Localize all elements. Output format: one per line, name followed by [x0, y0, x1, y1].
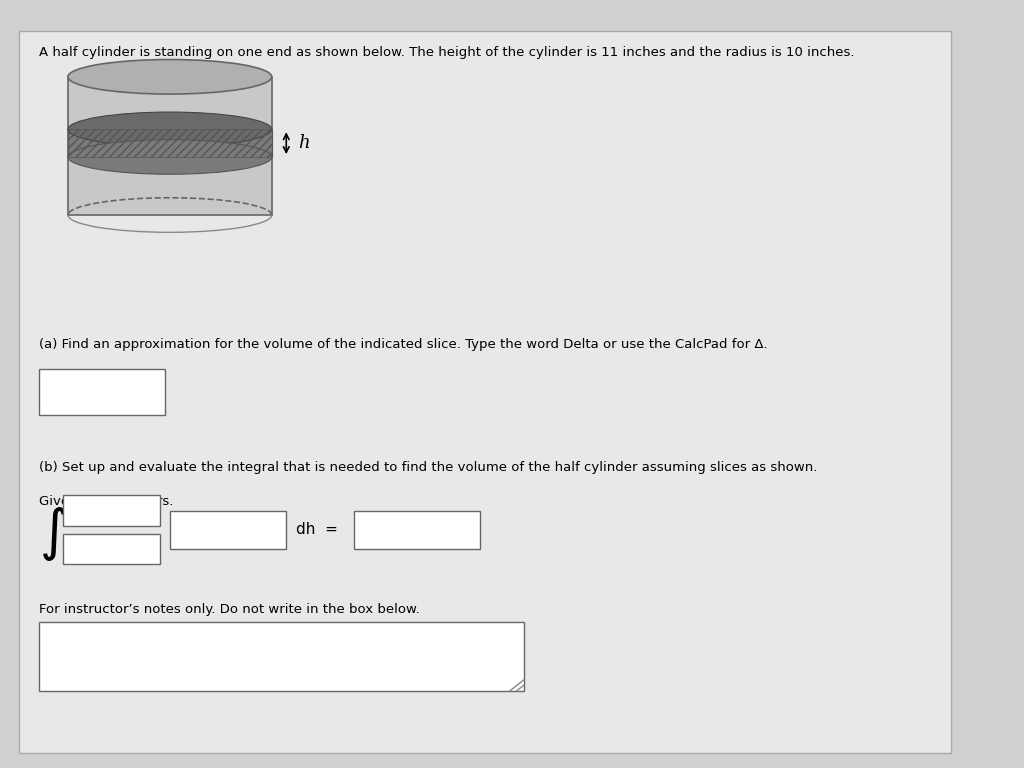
Text: For instructor’s notes only. Do not write in the box below.: For instructor’s notes only. Do not writ…	[39, 603, 420, 616]
Ellipse shape	[68, 60, 271, 94]
Bar	[354, 511, 480, 549]
Bar	[39, 369, 165, 415]
Text: Give exact answers.: Give exact answers.	[39, 495, 173, 508]
Text: h: h	[298, 134, 309, 152]
Polygon shape	[68, 77, 271, 215]
Ellipse shape	[68, 140, 271, 174]
Text: $\int$: $\int$	[39, 505, 67, 563]
Polygon shape	[68, 129, 271, 157]
Bar	[63, 495, 160, 526]
Text: A half cylinder is standing on one end as shown below. The height of the cylinde: A half cylinder is standing on one end a…	[39, 46, 854, 59]
Bar	[63, 534, 160, 564]
Text: (b) Set up and evaluate the integral that is needed to find the volume of the ha: (b) Set up and evaluate the integral tha…	[39, 461, 817, 474]
Bar	[170, 511, 287, 549]
Text: (a) Find an approximation for the volume of the indicated slice. Type the word D: (a) Find an approximation for the volume…	[39, 338, 767, 351]
Bar	[39, 622, 524, 691]
Text: dh  =: dh =	[296, 522, 338, 538]
Ellipse shape	[68, 112, 271, 147]
